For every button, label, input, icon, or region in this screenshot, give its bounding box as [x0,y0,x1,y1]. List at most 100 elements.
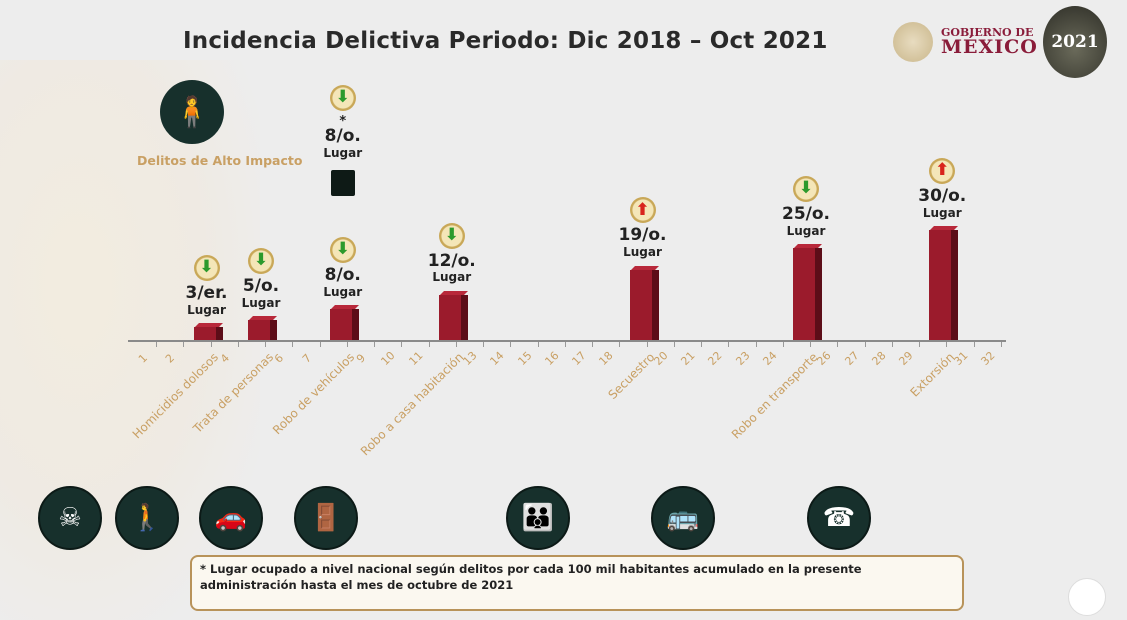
bar-homicidios-dolosos [193,327,221,340]
x-tick [564,342,566,347]
x-tick [537,342,539,347]
tick-label: 7 [299,351,314,366]
x-tick [237,342,239,347]
bar-robo-en-transporte [793,248,820,340]
arrow-up-icon: ⬆ [929,157,956,184]
corner-logo-icon [1068,578,1106,616]
x-tick [973,342,975,347]
x-tick [619,342,621,347]
bar-extorsi-n [929,230,957,340]
car-theft-icon: 🚗 [199,486,263,550]
x-tick [646,342,648,347]
trafficking-icon: 🚶 [115,486,179,550]
lugar-label: Lugar [187,302,226,317]
x-tick [728,342,730,347]
tick-label: 21 [678,348,698,369]
arrow-down-icon: ⬇ [438,222,465,249]
x-tick [946,342,948,347]
footnote: * Lugar ocupado a nivel nacional según d… [190,555,964,611]
arrow-down-icon: ⬇ [193,254,220,281]
x-tick [210,342,212,347]
bar-annotation: ⬇ 3/er. Lugar [167,254,247,317]
national-seal-icon [893,22,933,62]
lugar-label: Lugar [241,295,281,310]
tick-label: 22 [705,348,725,369]
rank-label: 5/o. [242,275,280,296]
rank-label: 8/o. [324,264,361,285]
homicide-icon: ☠ [38,486,102,550]
rank-label: 30/o. [918,185,967,206]
x-tick [673,342,675,347]
kidnapping-icon: 👪 [506,486,570,550]
tick-label: 27 [841,348,862,369]
bar-secuestro [629,269,657,340]
x-tick [510,342,512,347]
gobierno-line1: GOBIERNO DE [941,26,1034,39]
bar-annotation: ⬇ 12/o. Lugar [412,222,492,285]
gobierno-line2: MÉXICO [941,36,1038,58]
x-tick [346,342,348,347]
x-tick [401,342,403,347]
tick-label: 6 [272,351,287,366]
tick-label: 31 [950,348,971,369]
x-tick [755,342,757,347]
tick-label: 24 [760,348,780,369]
x-tick [483,342,484,347]
x-tick [265,342,266,347]
arrow-down-icon: ⬇ [793,175,819,202]
x-tick [864,342,866,347]
house-robbery-icon: 🚪 [294,486,358,550]
x-tick [592,342,593,347]
bar-annotation: ⬇ 5/o. Lugar [221,247,301,310]
arrow-down-icon: ⬇ [329,236,356,263]
asterisk: * [339,113,347,129]
rank-label: 3/er. [185,282,228,303]
lugar-label: Lugar [432,270,472,285]
lugar-label: Lugar [786,223,826,238]
tick-label: 26 [814,348,834,369]
tick-label: 20 [651,348,671,369]
x-tick [837,342,839,347]
badge-2021: 2021 [1043,6,1107,78]
bar-annotation: ⬇ * 8/o. Lugar [303,84,383,196]
x-axis [128,340,1006,342]
tick-label: 1 [135,351,151,366]
x-tick [701,342,702,347]
bar-trata-de-personas [248,320,275,340]
page-title: Incidencia Delictiva Periodo: Dic 2018 –… [183,28,828,54]
rank-label: 12/o. [427,250,476,271]
tick-label: 18 [596,348,616,369]
arrow-down-icon: ⬇ [248,247,274,274]
x-tick [810,342,811,347]
tick-label: 17 [569,348,589,369]
extortion-icon: ☎ [807,486,871,550]
x-tick [782,342,784,347]
x-tick [156,342,157,347]
x-tick [428,342,430,347]
x-tick [319,342,321,347]
tick-label: 14 [487,348,507,369]
legend-swatch [330,170,355,196]
bar-annotation: ⬆ 30/o. Lugar [902,157,982,220]
x-tick [1000,342,1002,347]
tick-label: 4 [217,351,232,366]
rank-label: 8/o. [324,125,361,146]
bar-robo-a-casa-habitaci-n [438,294,466,340]
rank-label: 19/o. [618,225,667,246]
tick-label: 29 [896,348,916,369]
x-tick [183,342,185,347]
people-assault-icon: 🧍 [160,80,224,144]
bus-icon: 🚌 [651,486,715,550]
bar-annotation: ⬇ 25/o. Lugar [766,175,846,238]
lugar-label: Lugar [323,284,363,299]
bar-robo-de-veh-culos [329,309,357,340]
tick-label: 2 [163,351,178,366]
arrow-up-icon: ⬆ [629,197,656,224]
bar-annotation: ⬆ 19/o. Lugar [603,197,683,259]
tick-label: 11 [405,348,426,369]
tick-label: 32 [978,348,998,369]
tick-label: 28 [869,348,889,369]
lugar-label: Lugar [922,205,962,220]
arrow-down-icon: ⬇ [329,84,356,111]
